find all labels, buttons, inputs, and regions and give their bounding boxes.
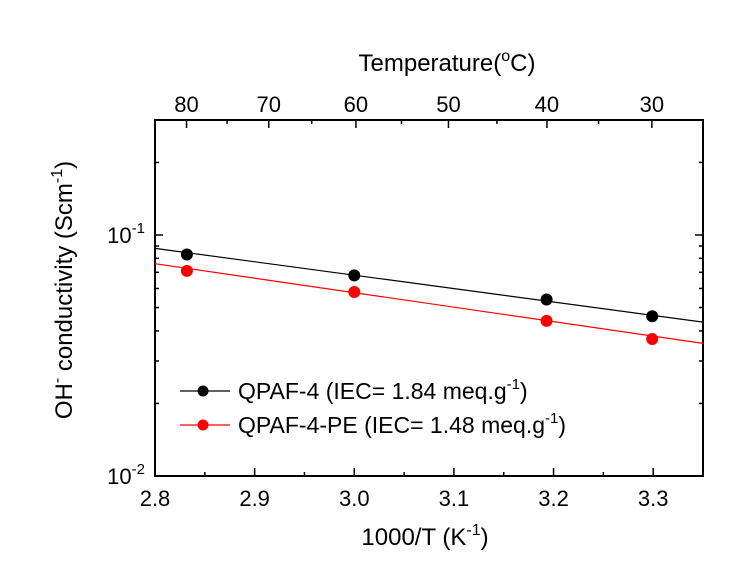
- data-point-0: [540, 293, 553, 306]
- top-tick-label: 30: [640, 92, 664, 117]
- y-axis-title: OH- conductivity (Scm-1): [49, 161, 78, 419]
- legend-entry-qpaf-4: QPAF-4 (IEC= 1.84 meq.g-1): [180, 376, 528, 404]
- legend-label-qpaf-4: QPAF-4 (IEC= 1.84 meq.g-1): [238, 376, 528, 404]
- fit-line-0: [154, 247, 704, 323]
- x-tick-label: 2.9: [239, 486, 270, 511]
- data-point-1: [540, 314, 553, 327]
- x-tick-label: 3.2: [538, 486, 569, 511]
- top-tick-label: 60: [344, 92, 368, 117]
- legend-entry-qpaf-4-pe: QPAF-4-PE (IEC= 1.48 meq.g-1): [180, 410, 566, 438]
- top-tick-label: 50: [436, 92, 460, 117]
- x-tick-label: 2.8: [140, 486, 171, 511]
- legend: QPAF-4 (IEC= 1.84 meq.g-1) QPAF-4-PE (IE…: [180, 376, 566, 438]
- x-tick-label: 3.3: [638, 486, 669, 511]
- top-tick-label: 80: [174, 92, 198, 117]
- data-point-0: [646, 310, 659, 323]
- x-axis-title: 1000/T (K-1): [361, 522, 488, 551]
- data-point-1: [646, 333, 659, 346]
- ticks: [154, 119, 704, 477]
- legend-marker-qpaf-4: [197, 385, 209, 397]
- top-tick-label: 70: [257, 92, 281, 117]
- data-point-1: [348, 286, 361, 299]
- plot-frame: [154, 119, 704, 477]
- legend-label-qpaf-4-pe: QPAF-4-PE (IEC= 1.48 meq.g-1): [238, 410, 566, 438]
- series-layer: [154, 247, 704, 346]
- y-tick-label: 10-2: [107, 461, 145, 489]
- data-point-0: [180, 248, 193, 261]
- data-point-1: [180, 264, 193, 277]
- legend-marker-qpaf-4-pe: [197, 419, 209, 431]
- top-axis-title: Temperature(oC): [359, 48, 536, 77]
- x-tick-label: 3.1: [439, 486, 470, 511]
- tick-labels: 2.8 2.9 3.0 3.1 3.2 3.3 80 70 60 50 40 30 10-1 10-2: [107, 92, 668, 511]
- fit-line-1: [154, 263, 704, 344]
- top-tick-label: 40: [535, 92, 559, 117]
- y-tick-label: 10-1: [107, 220, 145, 248]
- data-point-0: [348, 269, 361, 282]
- x-tick-label: 3.0: [339, 486, 370, 511]
